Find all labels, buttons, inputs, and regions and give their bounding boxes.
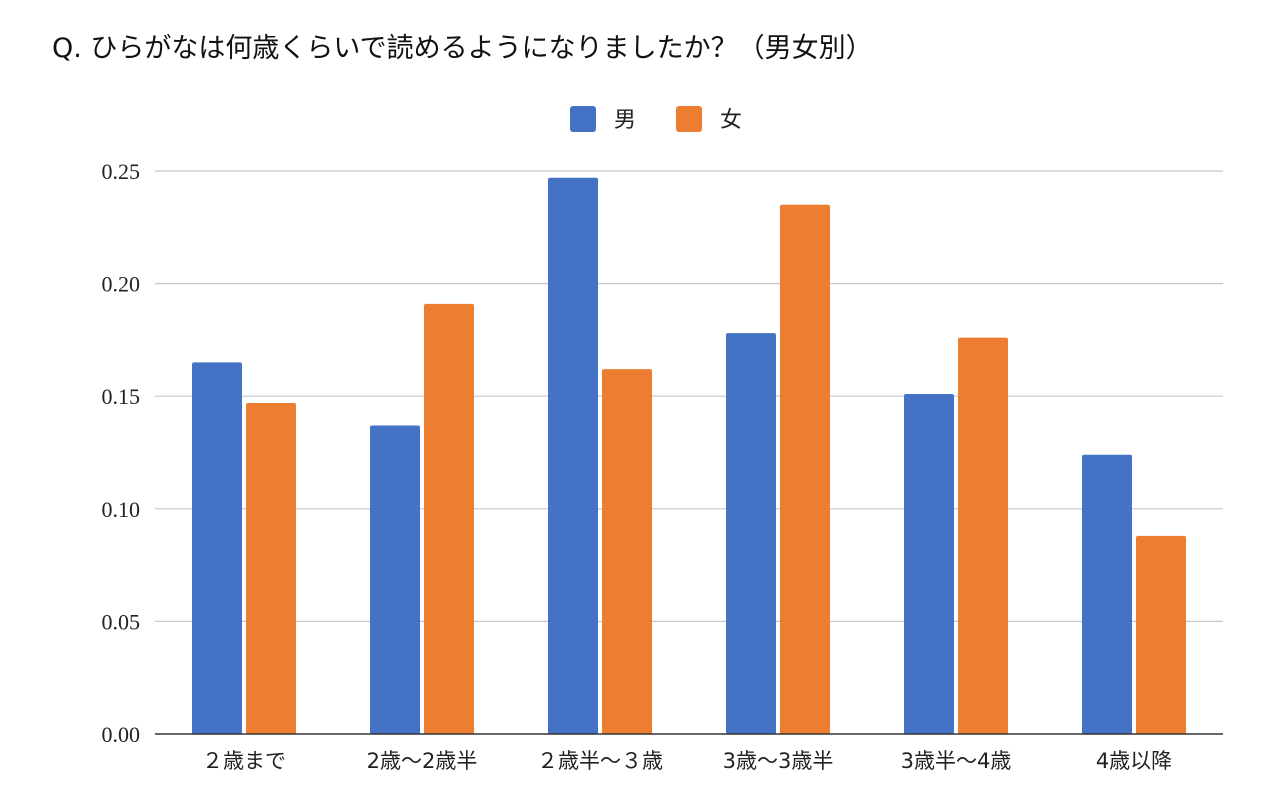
y-tick-label: 0.15	[102, 384, 141, 409]
y-tick-label: 0.10	[102, 497, 141, 522]
bar-female	[958, 337, 1008, 734]
bar-female	[1136, 535, 1186, 734]
legend-label: 男	[614, 108, 636, 133]
bar-female	[602, 369, 652, 734]
bar-male	[370, 425, 420, 734]
bar-male	[904, 393, 954, 734]
x-tick-label: 2歳〜2歳半	[367, 749, 478, 773]
x-tick-label: ２歳まで	[202, 749, 286, 773]
x-tick-label: ２歳半〜３歳	[537, 749, 663, 773]
legend-label: 女	[720, 108, 742, 133]
x-tick-label: 4歳以降	[1096, 749, 1172, 773]
bar-male	[726, 333, 776, 734]
bar-male	[192, 362, 242, 734]
axes: 0.00 0.05 0.10 0.15 0.20 0.25 ２歳まで 2歳〜2歳半 ２歳半〜３歳…	[102, 159, 1223, 773]
bar-male	[1082, 454, 1132, 734]
y-tick-label: 0.25	[102, 159, 141, 184]
bar-male	[548, 177, 598, 735]
legend-swatch	[676, 106, 702, 132]
legend-swatch	[570, 106, 596, 132]
chart-title: Q. ひらがなは何歳くらいで読めるようになりましたか？（男女別）	[52, 33, 873, 64]
bar-female	[246, 402, 296, 734]
y-tick-label: 0.05	[102, 609, 141, 634]
bars	[192, 177, 1186, 735]
legend: 男女	[570, 106, 742, 133]
x-tick-label: 3歳半〜4歳	[901, 749, 1012, 773]
bar-female	[424, 303, 474, 734]
gridlines	[155, 170, 1223, 623]
y-tick-label: 0.00	[102, 722, 141, 747]
bar-female	[780, 204, 830, 734]
y-tick-label: 0.20	[102, 272, 141, 297]
x-tick-label: 3歳〜3歳半	[723, 749, 834, 773]
